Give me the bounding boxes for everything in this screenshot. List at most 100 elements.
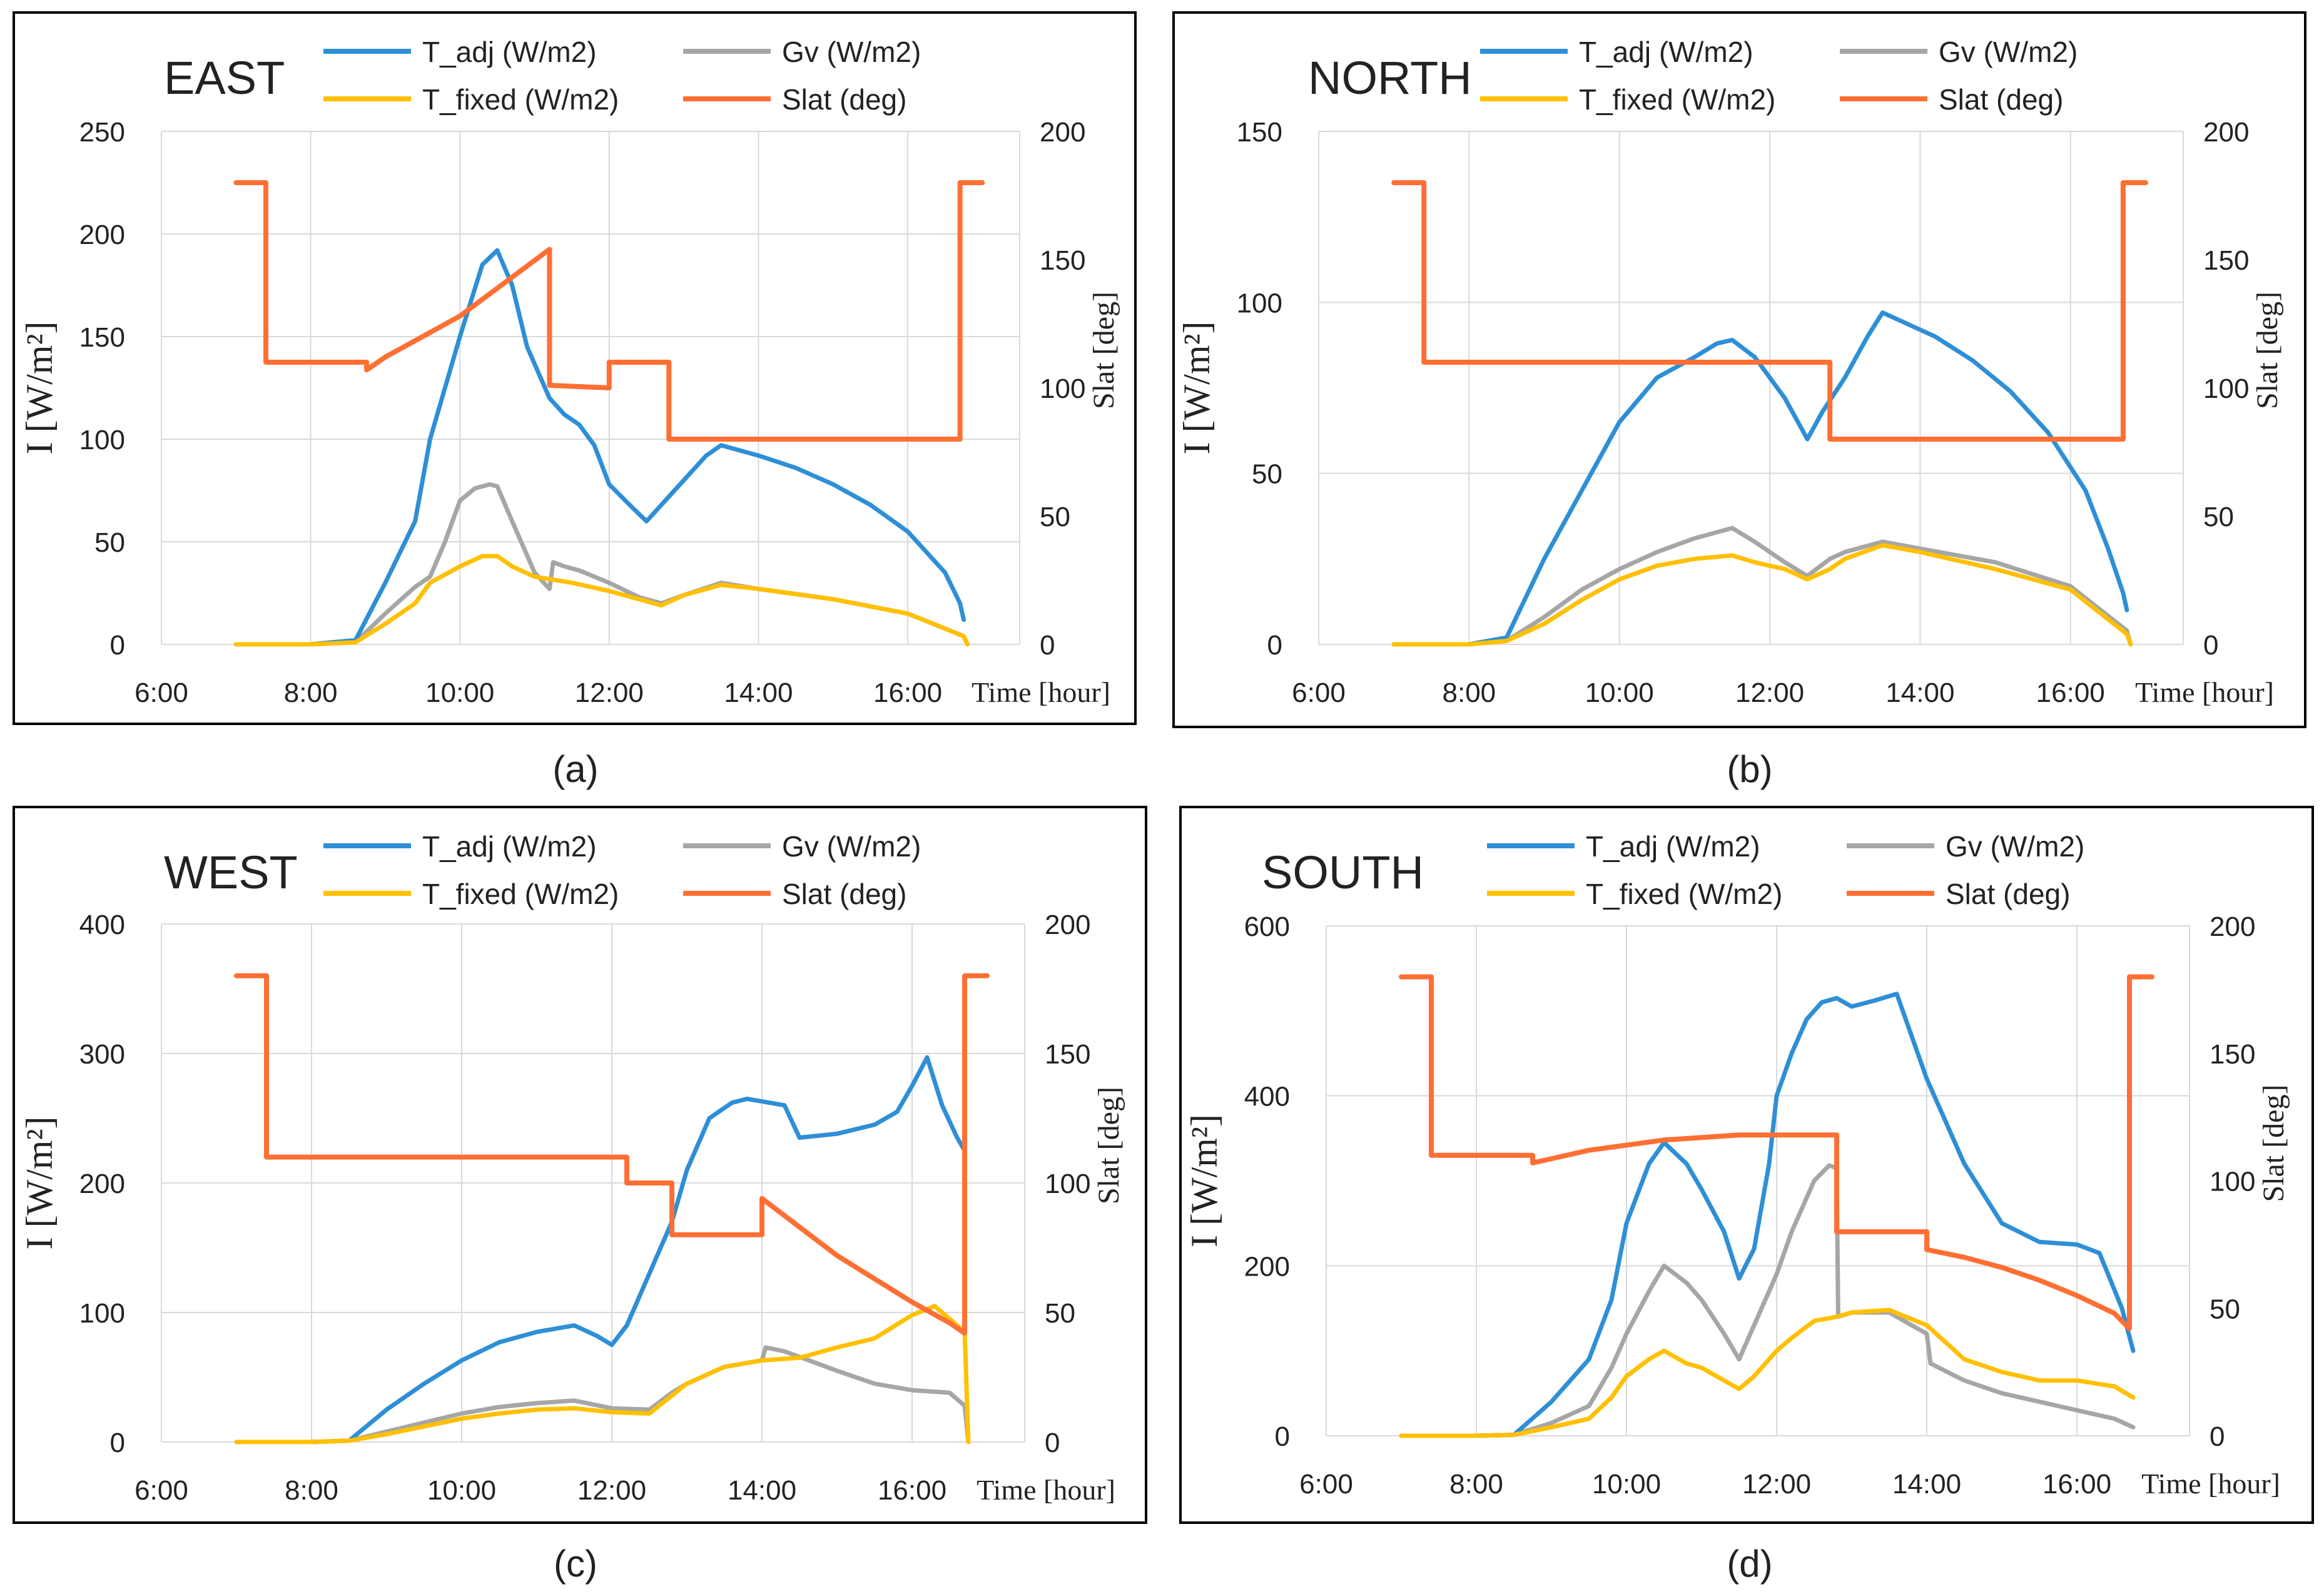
panel-frame — [1172, 11, 2306, 728]
chart-panel-north: 0 50 100 150 0 50 100 150 200 6:00 8:00 10:00 12:00 1… — [1172, 11, 2306, 790]
legend-label-slat: Slat (deg) — [1946, 878, 2070, 910]
series-line-slat — [234, 973, 990, 1336]
x-tick-label: 16:00 — [878, 1475, 946, 1506]
legend-label-gv: Gv (W/m2) — [782, 830, 921, 863]
legend-label-t-fixed: T_fixed (W/m2) — [1579, 83, 1775, 116]
y2-tick-label: 50 — [1040, 502, 1070, 532]
x-tick-label: 8:00 — [1449, 1469, 1503, 1500]
y-tick-label: 600 — [1244, 911, 1290, 942]
y2-axis-label: Slat [deg] — [1092, 1087, 1125, 1204]
y-tick-label: 100 — [79, 1298, 125, 1329]
panel-frame — [13, 806, 1147, 1524]
x-tick-label: 16:00 — [2042, 1469, 2111, 1500]
y2-tick-label: 0 — [1040, 630, 1055, 661]
series-line-t-adj — [1399, 992, 2136, 1438]
x-tick-label: 8:00 — [285, 1475, 338, 1506]
x-tick-label: 8:00 — [1443, 678, 1496, 708]
y-axis-label: I [W/m²] — [19, 322, 60, 455]
x-tick-label: 16:00 — [873, 678, 942, 708]
y-tick-label: 400 — [1244, 1082, 1290, 1112]
series-line-t-adj — [234, 1055, 967, 1444]
y-tick-label: 0 — [110, 1428, 125, 1458]
chart-panel-south: 0 200 400 600 0 50 100 150 200 6:00 8:00 10:00 12:00… — [1179, 806, 2314, 1585]
x-tick-label: 6:00 — [134, 678, 188, 708]
y2-tick-label: 0 — [2203, 630, 2218, 661]
legend-label-t-adj: T_adj (W/m2) — [422, 830, 597, 863]
y-tick-label: 150 — [1237, 117, 1282, 148]
legend-label-slat: Slat (deg) — [782, 878, 906, 910]
x-tick-label: 14:00 — [728, 1475, 796, 1506]
y-tick-label: 100 — [79, 425, 125, 455]
y2-tick-label: 100 — [1040, 373, 1085, 404]
panel-caption: (a) — [552, 748, 598, 790]
x-axis-label: Time [hour] — [972, 676, 1110, 708]
y2-tick-label: 150 — [2203, 245, 2249, 276]
x-axis-label: Time [hour] — [2135, 676, 2274, 708]
x-tick-label: 6:00 — [1299, 1469, 1353, 1500]
panel-caption: (c) — [554, 1543, 597, 1585]
series-line-slat — [233, 180, 985, 442]
y2-tick-label: 100 — [2203, 373, 2249, 404]
x-tick-label: 16:00 — [2036, 678, 2105, 708]
y2-tick-label: 50 — [1045, 1298, 1075, 1329]
panel-caption: (d) — [1727, 1543, 1772, 1585]
x-tick-label: 14:00 — [1892, 1469, 1961, 1500]
x-tick-label: 10:00 — [427, 1475, 496, 1506]
series-line-t-adj — [1391, 310, 2129, 647]
y-axis-label: I [W/m²] — [1184, 1114, 1225, 1247]
y2-tick-label: 200 — [2203, 117, 2249, 148]
y-tick-label: 0 — [1267, 630, 1282, 661]
legend-label-slat: Slat (deg) — [1939, 83, 2063, 116]
series-line-gv — [234, 1345, 971, 1444]
y-tick-label: 0 — [1275, 1421, 1290, 1452]
y-tick-label: 250 — [79, 117, 125, 148]
x-tick-label: 14:00 — [724, 678, 793, 708]
legend-label-gv: Gv (W/m2) — [1939, 36, 2078, 68]
x-tick-label: 10:00 — [1585, 678, 1654, 708]
y2-tick-label: 100 — [1045, 1169, 1090, 1199]
legend-label-t-adj: T_adj (W/m2) — [1579, 36, 1753, 68]
series-line-t-fixed — [1391, 543, 2133, 647]
y-axis-label: I [W/m²] — [1176, 322, 1217, 455]
y-tick-label: 50 — [1252, 459, 1282, 490]
y-tick-label: 100 — [1237, 288, 1282, 318]
y-axis-label: I [W/m²] — [19, 1117, 60, 1250]
chart-title: SOUTH — [1262, 846, 1424, 898]
x-tick-label: 6:00 — [134, 1475, 188, 1506]
legend-label-t-fixed: T_fixed (W/m2) — [422, 83, 619, 116]
y2-tick-label: 0 — [2210, 1421, 2225, 1452]
panel-caption: (b) — [1727, 748, 1772, 790]
series-line-gv — [1399, 1163, 2136, 1438]
legend-label-slat: Slat (deg) — [782, 83, 906, 116]
legend-label-t-adj: T_adj (W/m2) — [1586, 830, 1760, 863]
x-tick-label: 10:00 — [425, 678, 494, 708]
series-line-t-fixed — [1399, 1307, 2136, 1438]
y2-tick-label: 150 — [1045, 1039, 1090, 1070]
series-line-gv — [233, 482, 970, 647]
x-tick-label: 12:00 — [1735, 678, 1804, 708]
x-tick-label: 6:00 — [1292, 678, 1346, 708]
y2-tick-label: 50 — [2203, 502, 2234, 532]
legend-label-t-fixed: T_fixed (W/m2) — [422, 878, 619, 910]
chart-title: EAST — [164, 52, 285, 104]
x-tick-label: 12:00 — [575, 678, 644, 708]
x-tick-label: 8:00 — [284, 678, 338, 708]
y-tick-label: 200 — [79, 1169, 125, 1199]
x-axis-label: Time [hour] — [977, 1474, 1115, 1506]
x-tick-label: 12:00 — [577, 1475, 646, 1506]
panel-frame — [1179, 806, 2314, 1524]
y2-axis-label: Slat [deg] — [2251, 292, 2284, 409]
y-tick-label: 200 — [1244, 1251, 1290, 1282]
y2-tick-label: 150 — [2210, 1039, 2255, 1070]
y-tick-label: 400 — [79, 910, 125, 940]
series-line-t-fixed — [234, 1304, 971, 1444]
chart-title: NORTH — [1308, 52, 1472, 104]
y-tick-label: 200 — [79, 220, 125, 250]
series-line-slat — [1399, 974, 2154, 1331]
series-line-slat — [1391, 180, 2148, 442]
y2-axis-label: Slat [deg] — [1087, 292, 1120, 409]
y2-tick-label: 150 — [1040, 245, 1085, 276]
chart-panel-east: 0 50 100 150 200 250 0 50 100 150 200 6:00 8:00 10:00… — [13, 11, 1137, 790]
y-tick-label: 0 — [110, 630, 125, 661]
